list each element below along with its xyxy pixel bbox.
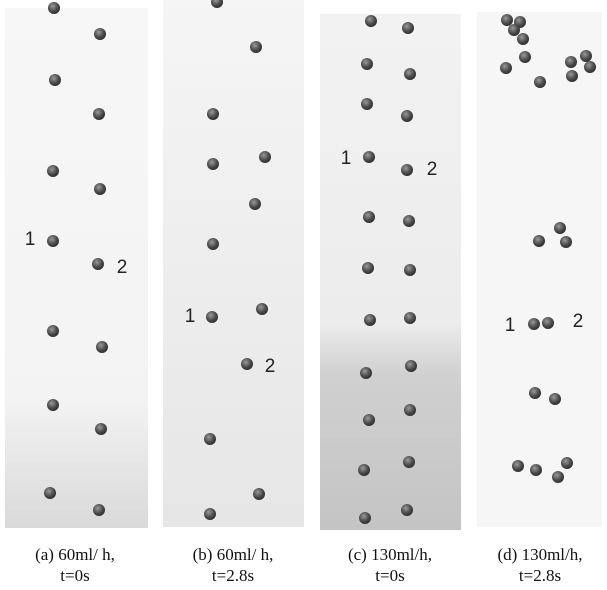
bubble-marker: 1 [185, 306, 196, 327]
bubble [519, 51, 531, 63]
bubble [552, 471, 564, 483]
bubble [566, 70, 578, 82]
bubble [204, 508, 216, 520]
bubble [44, 487, 56, 499]
bubble [401, 504, 413, 516]
bubble-marker: 2 [265, 356, 276, 377]
bubble [358, 464, 370, 476]
bubble [364, 314, 376, 326]
figure: 1 2 (a) 60ml/ h, t=0s 1 2 (b) 60ml/ h, t=2.8s 1 2… [0, 0, 607, 590]
bubble [363, 151, 375, 163]
bubble [561, 457, 573, 469]
bubble [534, 76, 546, 88]
bubble [584, 61, 596, 73]
bubble [542, 317, 554, 329]
bubble [580, 50, 592, 62]
photo-d [477, 12, 602, 527]
bubble [365, 15, 377, 27]
bubble [402, 22, 414, 34]
bubble [206, 311, 218, 323]
bubble-marker: 2 [117, 257, 128, 278]
bubble [528, 318, 540, 330]
bubble [47, 399, 59, 411]
bubble [361, 58, 373, 70]
bubble [207, 108, 219, 120]
bubble [359, 512, 371, 524]
caption: (b) 60ml/ h, [193, 545, 274, 564]
bubble [401, 164, 413, 176]
bubble [530, 464, 542, 476]
bubble [501, 14, 513, 26]
bubble [554, 222, 566, 234]
bubble [363, 414, 375, 426]
photo-c [320, 14, 461, 530]
bubble [93, 504, 105, 516]
bubble [500, 62, 512, 74]
caption: (d) 130ml/h, [498, 545, 583, 564]
bubble [362, 262, 374, 274]
bubble-marker: 2 [427, 159, 438, 180]
bubble [94, 183, 106, 195]
bubble-marker: 1 [25, 229, 36, 250]
bubble [94, 28, 106, 40]
bubble [93, 108, 105, 120]
bubble [47, 165, 59, 177]
bubble [48, 2, 60, 14]
bubble [92, 258, 104, 270]
bubble [207, 238, 219, 250]
caption: t=0s [375, 566, 404, 585]
bubble-marker: 1 [505, 315, 516, 336]
bubble [250, 41, 262, 53]
bubble [49, 74, 61, 86]
bubble [363, 211, 375, 223]
bubble [404, 312, 416, 324]
bubble [47, 235, 59, 247]
photo-b [163, 0, 304, 527]
bubble-marker: 1 [341, 148, 352, 169]
bubble [360, 367, 372, 379]
bubble [403, 456, 415, 468]
bubble [512, 460, 524, 472]
bubble [249, 198, 261, 210]
bubble [253, 488, 265, 500]
caption: (a) 60ml/ h, [35, 545, 115, 564]
bubble [517, 33, 529, 45]
caption: t=2.8s [212, 566, 254, 585]
bubble [529, 387, 541, 399]
bubble [404, 404, 416, 416]
bubble-marker: 2 [573, 311, 584, 332]
bubble [404, 68, 416, 80]
caption: (c) 130ml/h, [348, 545, 432, 564]
bubble [95, 423, 107, 435]
bubble [47, 325, 59, 337]
bubble [241, 358, 253, 370]
bubble [256, 303, 268, 315]
bubble [403, 215, 415, 227]
bubble [204, 433, 216, 445]
caption: t=2.8s [519, 566, 561, 585]
bubble [259, 151, 271, 163]
bubble [565, 56, 577, 68]
bubble [361, 98, 373, 110]
bubble [401, 110, 413, 122]
bubble [533, 235, 545, 247]
bubble [405, 360, 417, 372]
bubble [560, 236, 572, 248]
bubble [549, 393, 561, 405]
bubble [207, 158, 219, 170]
caption: t=0s [60, 566, 89, 585]
bubble [96, 341, 108, 353]
bubble [508, 24, 520, 36]
bubble [404, 264, 416, 276]
